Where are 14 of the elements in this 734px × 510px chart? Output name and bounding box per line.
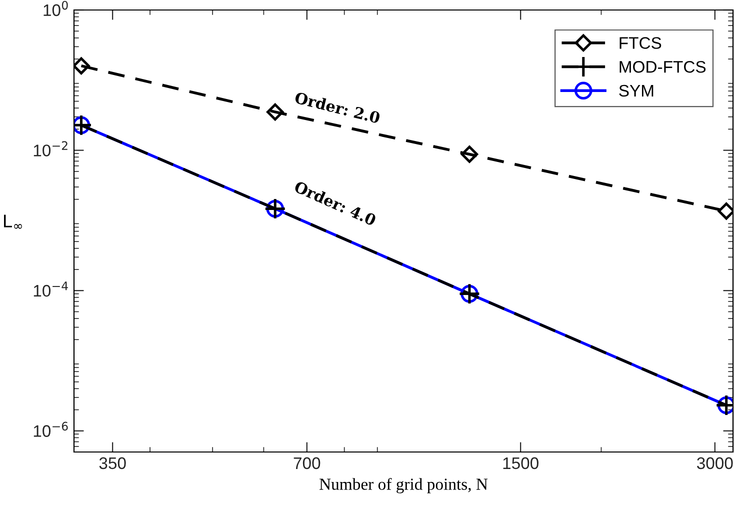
x-tick-label: 700 <box>294 457 320 470</box>
y-axis-title: L$_{∞}$ <box>4 214 22 229</box>
y-tick-label: 10$^{−6}$ <box>34 422 68 437</box>
x-axis-title: Number of grid points, N <box>320 478 488 494</box>
x-tick-label: 350 <box>99 457 126 470</box>
legend-label: MOD-FTCS <box>620 60 706 73</box>
annotation: Order: 2.0 <box>294 91 381 124</box>
y-tick-label: 10$^{−2}$ <box>34 141 68 156</box>
legend-label: SYM <box>619 84 654 97</box>
x-tick-label: 3000 <box>697 457 733 470</box>
legend-label: FTCS <box>620 37 662 49</box>
y-tick-label: 10$^{−4}$ <box>34 282 68 297</box>
y-tick-label: 10$^{0}$ <box>44 0 68 16</box>
x-tick-label: 1500 <box>503 457 538 470</box>
